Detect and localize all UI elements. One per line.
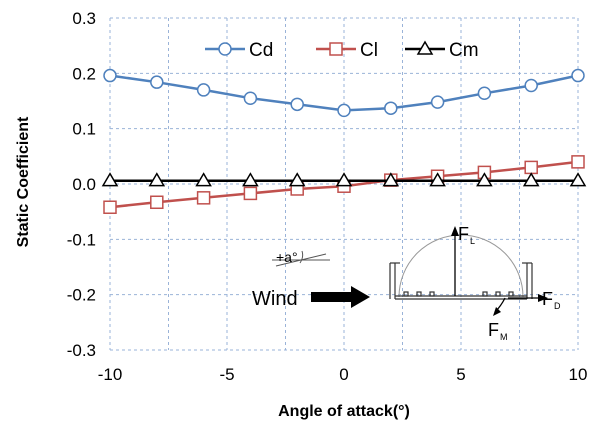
data-point-cd — [150, 75, 164, 89]
series-cd — [103, 68, 585, 118]
legend-marker-cl — [329, 42, 343, 56]
data-point-cm — [195, 172, 212, 187]
legend-label-cl: Cl — [360, 40, 378, 61]
section-outline-arc — [398, 234, 524, 298]
data-point-cm — [522, 172, 540, 187]
data-point-cm — [101, 172, 119, 187]
legend-marker-cd — [218, 42, 232, 56]
moment-subscript: M — [500, 332, 508, 342]
data-point-cd — [430, 95, 445, 109]
data-point-cm — [429, 172, 446, 187]
inset-diagram: +a° Wind F L F — [252, 224, 561, 342]
data-point-cd — [571, 68, 585, 83]
data-point-cm — [569, 172, 587, 187]
y-tick-label: 0.0 — [72, 175, 96, 194]
y-tick-label: 0.2 — [72, 64, 96, 83]
series-layer — [101, 68, 587, 214]
y-tick-label: 0.1 — [72, 120, 96, 139]
data-point-cd — [243, 91, 258, 105]
legend-label-cd: Cd — [249, 40, 273, 61]
x-tick-label: 5 — [456, 365, 465, 384]
legend: Cd Cl Cm — [205, 40, 479, 61]
y-tick-label: 0.3 — [72, 9, 96, 28]
data-point-cd — [290, 97, 304, 112]
data-point-cm — [335, 172, 353, 187]
y-tick-label: -0.2 — [67, 286, 96, 305]
data-point-cd — [337, 103, 351, 118]
x-tick-label: -10 — [98, 365, 123, 384]
lift-label: F — [458, 224, 469, 244]
angle-arc-icon — [299, 250, 304, 264]
x-tick-label: 10 — [569, 365, 588, 384]
legend-item-cl: Cl — [316, 40, 378, 61]
legend-item-cd: Cd — [205, 40, 273, 61]
drag-label: F — [542, 289, 553, 309]
legend-item-cm: Cm — [405, 40, 479, 61]
drag-subscript: D — [554, 301, 561, 311]
y-tick-label: -0.1 — [67, 230, 96, 249]
angle-label: +a° — [276, 249, 298, 265]
legend-marker-cm — [416, 40, 434, 55]
data-point-cl — [524, 160, 538, 175]
data-point-cl — [571, 155, 585, 169]
y-tick-label: -0.3 — [67, 341, 96, 360]
data-point-cl — [150, 195, 164, 210]
data-point-cd — [103, 68, 117, 83]
data-point-cd — [524, 78, 538, 93]
data-point-cm — [148, 172, 166, 187]
data-point-cm — [288, 172, 306, 187]
data-point-cd — [384, 101, 398, 115]
legend-label-cm: Cm — [449, 40, 479, 61]
x-tick-label: -5 — [219, 365, 234, 384]
moment-label: F — [488, 320, 499, 340]
data-point-cd — [477, 86, 492, 101]
angle-tilt-line — [275, 253, 327, 267]
tick-labels: 0.3 0.2 0.1 0.0 -0.1 -0.2 -0.3-10 -5 0 5 10 — [67, 9, 588, 384]
x-tick-label: 0 — [339, 365, 348, 384]
data-point-cd — [196, 83, 211, 97]
series-cm — [101, 172, 587, 187]
wind-arrow-icon — [311, 286, 370, 308]
data-point-cl — [243, 186, 258, 201]
lift-subscript: L — [470, 236, 475, 246]
data-point-cm — [242, 172, 259, 187]
data-point-cl — [196, 191, 211, 205]
wind-label: Wind — [252, 288, 298, 310]
data-point-cm — [382, 172, 400, 187]
data-point-cm — [476, 172, 493, 187]
y-axis-title: Static Coefficient — [15, 116, 32, 247]
data-point-cl — [103, 200, 117, 214]
x-axis-title: Angle of attack(°) — [278, 403, 410, 420]
